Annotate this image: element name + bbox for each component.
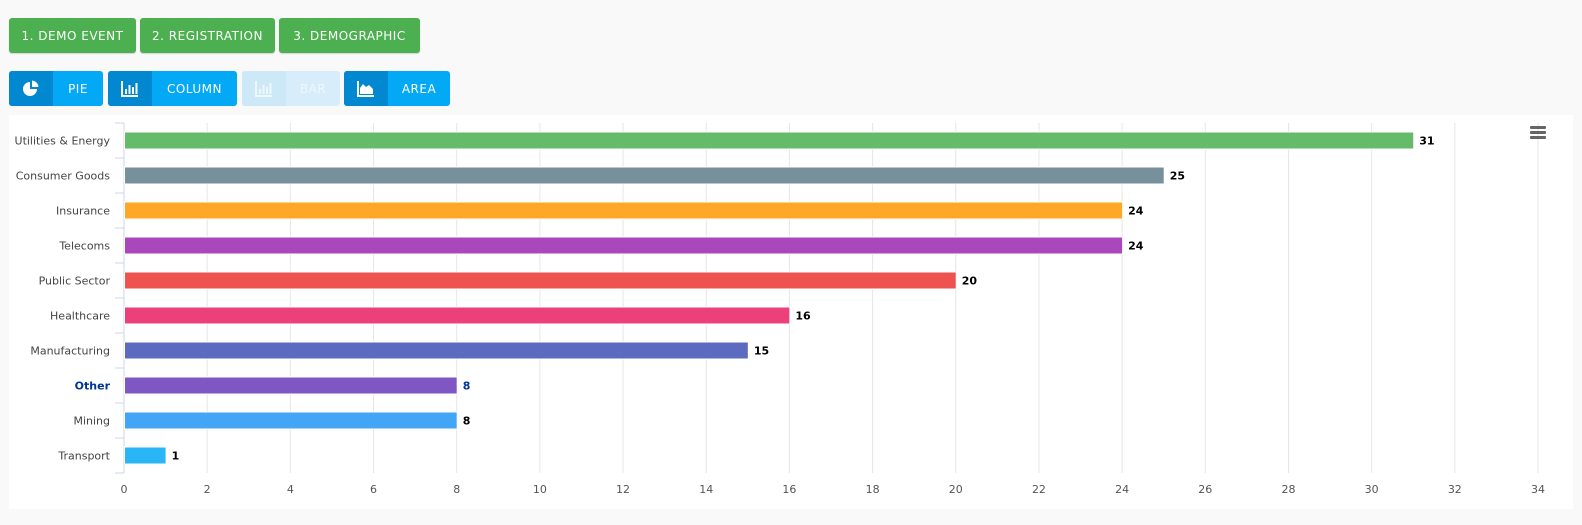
data-label: 8 [463, 415, 471, 428]
category-label: Transport [57, 450, 110, 463]
chart-type-bar-button[interactable]: BAR [242, 71, 340, 106]
category-label: Insurance [56, 205, 110, 218]
bar[interactable] [124, 271, 957, 290]
bar-chart: 0 2 4 6 8 10 12 14 16 18 20 22 24 26 28 30 32 34Utilities… [15, 122, 1545, 496]
x-tick-label: 10 [533, 483, 547, 496]
x-tick-label: 28 [1281, 483, 1295, 496]
x-tick-label: 32 [1448, 483, 1462, 496]
x-tick-label: 18 [866, 483, 880, 496]
chart-panel: 0 2 4 6 8 10 12 14 16 18 20 22 24 26 28 30 32 34 Utilities… [9, 115, 1573, 509]
category-label: Utilities & Energy [15, 135, 111, 148]
x-tick-label: 20 [949, 483, 963, 496]
bar[interactable] [124, 341, 749, 360]
data-label: 24 [1128, 205, 1144, 218]
bar[interactable] [124, 376, 458, 395]
bar[interactable] [124, 446, 167, 465]
bar[interactable] [124, 201, 1124, 220]
x-tick-label: 0 [121, 483, 128, 496]
chart-type-column-label: COLUMN [166, 81, 223, 96]
data-label: 1 [172, 450, 180, 463]
x-tick-label: 30 [1365, 483, 1379, 496]
x-tick-label: 12 [616, 483, 630, 496]
pie-chart-icon [9, 71, 53, 106]
category-label: Public Sector [39, 275, 111, 288]
step-registration-button[interactable]: 2. REGISTRATION [140, 18, 275, 53]
bar[interactable] [124, 166, 1165, 185]
x-tick-label: 26 [1198, 483, 1212, 496]
data-label: 20 [962, 275, 978, 288]
data-label: 16 [795, 310, 811, 323]
x-tick-label: 34 [1531, 483, 1545, 496]
bar[interactable] [124, 131, 1415, 150]
chart-type-area-button[interactable]: AREA [344, 71, 450, 106]
category-label: Healthcare [50, 310, 110, 323]
data-label: 8 [463, 380, 471, 393]
data-label: 24 [1128, 240, 1144, 253]
x-tick-label: 4 [287, 483, 294, 496]
chart-type-pie-label: PIE [68, 81, 88, 96]
bar-chart-icon [242, 71, 286, 106]
chart-type-pie-button[interactable]: PIE [9, 71, 103, 106]
chart-type-bar-label: BAR [299, 81, 327, 96]
chart-type-area-label: AREA [401, 81, 437, 96]
x-tick-label: 6 [370, 483, 377, 496]
x-tick-label: 22 [1032, 483, 1046, 496]
step-demographic-button[interactable]: 3. DEMOGRAPHIC [279, 18, 420, 53]
data-label: 31 [1419, 135, 1434, 148]
category-label: Other [75, 380, 111, 393]
data-label: 15 [754, 345, 769, 358]
category-label: Mining [73, 415, 110, 428]
category-label: Manufacturing [30, 345, 110, 358]
bar[interactable] [124, 236, 1124, 255]
x-tick-label: 8 [453, 483, 460, 496]
step-demo-event-button[interactable]: 1. DEMO EVENT [9, 18, 136, 53]
bar[interactable] [124, 306, 791, 325]
column-chart-icon [108, 71, 152, 106]
x-tick-label: 24 [1115, 483, 1129, 496]
data-label: 25 [1170, 170, 1185, 183]
x-tick-label: 16 [782, 483, 796, 496]
x-tick-label: 2 [204, 483, 211, 496]
category-label: Consumer Goods [16, 170, 111, 183]
category-label: Telecoms [58, 240, 110, 253]
bar[interactable] [124, 411, 458, 430]
area-chart-icon [344, 71, 388, 106]
chart-type-column-button[interactable]: COLUMN [108, 71, 237, 106]
x-tick-label: 14 [699, 483, 713, 496]
chart-menu-icon[interactable] [1530, 126, 1546, 140]
